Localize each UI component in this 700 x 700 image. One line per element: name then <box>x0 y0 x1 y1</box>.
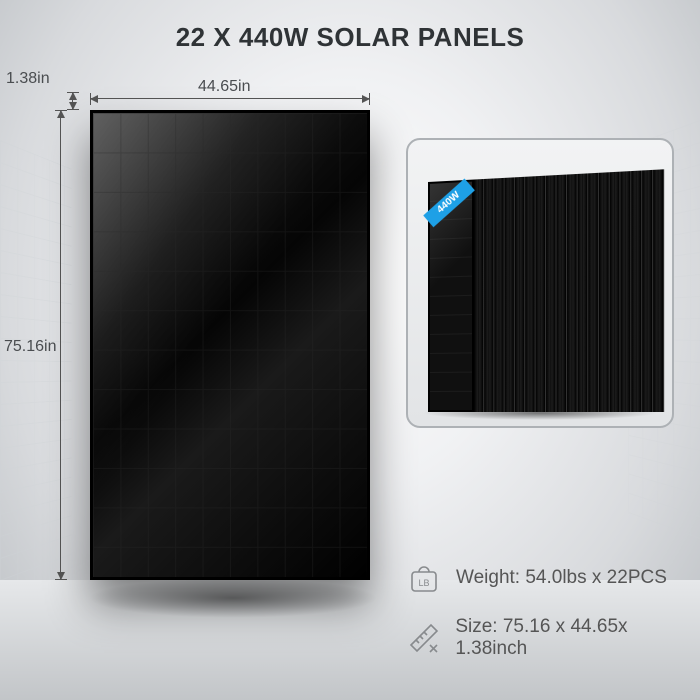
spec-weight-text: Weight: 54.0lbs x 22PCS <box>456 567 667 589</box>
panel-stack-box: 440W <box>406 138 674 428</box>
dim-height-label: 75.16in <box>4 338 57 356</box>
svg-text:LB: LB <box>418 578 429 588</box>
page-title: 22 X 440W SOLAR PANELS <box>0 22 700 53</box>
spec-size-row: Size: 75.16 x 44.65x 1.38inch <box>406 616 700 660</box>
size-icon <box>406 620 441 656</box>
panel-glare <box>93 113 367 577</box>
dim-thickness-arrow <box>72 92 73 110</box>
dim-height-arrow <box>60 110 61 580</box>
spec-size-label: Size: <box>455 616 497 637</box>
dim-width-arrow <box>90 98 370 99</box>
panel-stack: 440W <box>428 169 671 412</box>
main-panel-shadow <box>88 578 378 618</box>
spec-weight-label: Weight: <box>456 567 520 588</box>
dim-width-label: 44.65in <box>198 78 251 96</box>
solar-panel-main <box>90 110 370 580</box>
spec-weight-row: LB Weight: 54.0lbs x 22PCS <box>406 560 667 596</box>
spec-weight-value: 54.0lbs x 22PCS <box>525 567 667 588</box>
weight-icon: LB <box>406 560 442 596</box>
spec-size-text: Size: 75.16 x 44.65x 1.38inch <box>455 616 700 660</box>
dim-thickness-label: 1.38in <box>6 70 50 88</box>
